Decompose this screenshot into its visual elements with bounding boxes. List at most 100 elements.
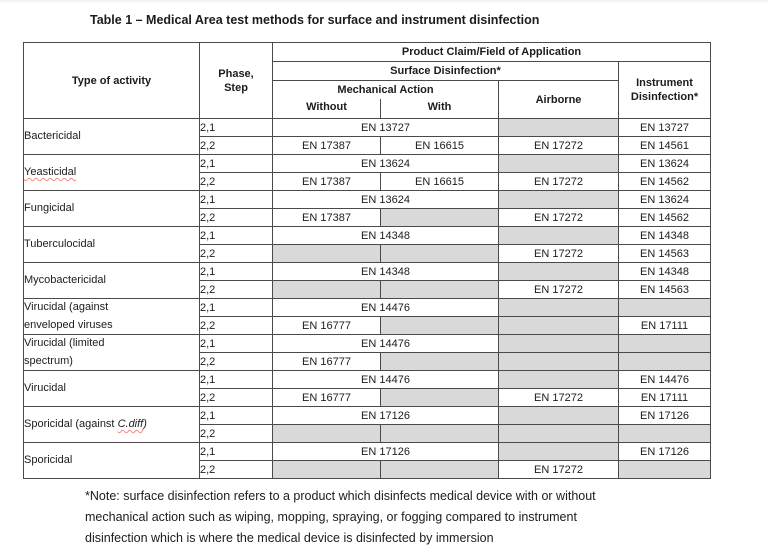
standard-number-cell: EN 14476 — [272, 298, 499, 317]
phase-step-cell: 2,2 — [199, 208, 273, 227]
standard-number-cell: EN 16777 — [272, 316, 381, 335]
page-top-edge — [0, 0, 768, 2]
table-row: 2,2 EN 17387 EN 16615 EN 17272 EN 14561 — [24, 136, 712, 155]
table-row: Sporicidal (against C.diff) 2,1 EN 17126 EN… — [23, 406, 712, 443]
table-row: 2,2 EN 17272 — [24, 460, 712, 479]
empty-shaded-cell — [380, 316, 499, 335]
activity-label: Virucidal — [24, 381, 67, 394]
header-phase-line2: Step — [224, 81, 248, 94]
table-row: Fungicidal 2,1 EN 13624 EN 13624 — [23, 190, 712, 227]
empty-shaded-cell — [498, 442, 619, 461]
standard-number-cell: EN 16777 — [272, 388, 381, 407]
activity-label: Fungicidal — [24, 201, 75, 214]
phase-step-cell: 2,1 — [199, 190, 273, 209]
standard-number-cell: EN 14562 — [617, 172, 712, 191]
header-surface-disinfection: Surface Disinfection* — [272, 61, 619, 81]
header-mechanical-action: Mechanical Action — [337, 84, 434, 96]
header-product-claim: Product Claim/Field of Application — [271, 42, 712, 62]
standard-number-cell: EN 14476 — [272, 370, 499, 389]
empty-shaded-cell — [498, 298, 619, 317]
disinfection-table: Type of activity Phase, Step Product Cla… — [23, 42, 712, 479]
activity-label: Mycobactericidal — [24, 273, 106, 286]
empty-shaded-cell — [380, 280, 499, 299]
empty-shaded-cell — [380, 388, 499, 407]
phase-step-cell: 2,2 — [199, 388, 273, 407]
header-with: With — [380, 99, 498, 118]
table-row: Sporicidal 2,1 EN 17126 EN 17126 — [23, 442, 712, 479]
standard-number-cell: EN 13624 — [617, 190, 712, 209]
footnote: *Note: surface disinfection refers to a … — [85, 486, 596, 549]
standard-number-cell: EN 17126 — [617, 406, 712, 425]
standard-number-cell: EN 17126 — [272, 406, 499, 425]
standard-number-cell: EN 17111 — [617, 388, 712, 407]
standard-number-cell: EN 16615 — [380, 136, 499, 155]
empty-shaded-cell — [272, 424, 381, 443]
empty-shaded-cell — [617, 298, 712, 317]
standard-number-cell: EN 17126 — [272, 442, 499, 461]
footnote-line: *Note: surface disinfection refers to a … — [85, 489, 596, 503]
standard-number-cell: EN 17272 — [498, 208, 619, 227]
activity-label: Sporicidal (against — [24, 417, 118, 430]
standard-number-cell: EN 16615 — [380, 172, 499, 191]
header-type-of-activity: Type of activity — [23, 42, 200, 119]
table-row: Tuberculocidal 2,1 EN 14348 EN 14348 — [23, 226, 712, 263]
activity-label: spectrum) — [24, 354, 73, 367]
header-without-with-row: Without With — [274, 99, 498, 118]
table-row: Virucidal 2,1 EN 14476 EN 14476 — [23, 370, 712, 407]
activity-label: Sporicidal — [24, 453, 73, 466]
standard-number-cell: EN 16777 — [272, 352, 381, 371]
empty-shaded-cell — [380, 208, 499, 227]
standard-number-cell: EN 14476 — [617, 370, 712, 389]
phase-step-cell: 2,1 — [199, 118, 273, 137]
table-row: Virucidal (limited spectrum) 2,1 EN 14476 — [23, 334, 712, 371]
standard-number-cell: EN 17111 — [617, 316, 712, 335]
standard-number-cell: EN 17272 — [498, 244, 619, 263]
empty-shaded-cell — [498, 262, 619, 281]
phase-step-cell: 2,1 — [199, 226, 273, 245]
header-mechanical-action-group: Mechanical Action Without With — [272, 80, 499, 119]
standard-number-cell: EN 14563 — [617, 244, 712, 263]
standard-number-cell: EN 17272 — [498, 280, 619, 299]
phase-step-cell: 2,2 — [199, 136, 273, 155]
phase-step-cell: 2,2 — [199, 172, 273, 191]
phase-step-cell: 2,1 — [199, 262, 273, 281]
empty-shaded-cell — [617, 334, 712, 353]
activity-label: enveloped viruses — [24, 318, 113, 331]
activity-cell: Yeasticidal — [23, 154, 200, 191]
standard-number-cell: EN 13727 — [617, 118, 712, 137]
empty-shaded-cell — [272, 460, 381, 479]
empty-shaded-cell — [498, 352, 619, 371]
activity-label: ) — [143, 417, 147, 430]
phase-step-cell: 2,1 — [199, 370, 273, 389]
empty-shaded-cell — [498, 190, 619, 209]
standard-number-cell: EN 13624 — [617, 154, 712, 173]
header-phase-line1: Phase, — [218, 67, 254, 80]
empty-shaded-cell — [498, 118, 619, 137]
footnote-line: disinfection which is where the medical … — [85, 531, 494, 545]
activity-label: Virucidal (limited — [24, 337, 105, 349]
standard-number-cell: EN 14348 — [272, 262, 499, 281]
standard-number-cell: EN 14476 — [272, 334, 499, 353]
header-without: Without — [306, 101, 347, 113]
standard-number-cell: EN 13727 — [272, 118, 499, 137]
activity-label: C.diff — [117, 417, 144, 430]
empty-shaded-cell — [498, 424, 619, 443]
phase-step-cell: 2,1 — [199, 298, 273, 317]
standard-number-cell: EN 14561 — [617, 136, 712, 155]
empty-shaded-cell — [272, 244, 381, 263]
phase-step-cell: 2,1 — [199, 406, 273, 425]
empty-shaded-cell — [617, 352, 712, 371]
standard-number-cell: EN 17387 — [272, 208, 381, 227]
table-row: Virucidal (against enveloped viruses 2,1 EN… — [23, 298, 712, 335]
activity-label: Virucidal (against — [24, 301, 109, 313]
header-instrument-line1: Instrument — [636, 77, 693, 89]
activity-label: Yeasticidal — [24, 165, 77, 178]
phase-step-cell: 2,1 — [199, 154, 273, 173]
empty-shaded-cell — [498, 154, 619, 173]
empty-shaded-cell — [498, 316, 619, 335]
standard-number-cell: EN 13624 — [272, 190, 499, 209]
header-airborne: Airborne — [498, 80, 619, 119]
standard-number-cell: EN 17126 — [617, 442, 712, 461]
activity-cell: Sporicidal — [23, 442, 200, 479]
standard-number-cell: EN 17272 — [498, 136, 619, 155]
